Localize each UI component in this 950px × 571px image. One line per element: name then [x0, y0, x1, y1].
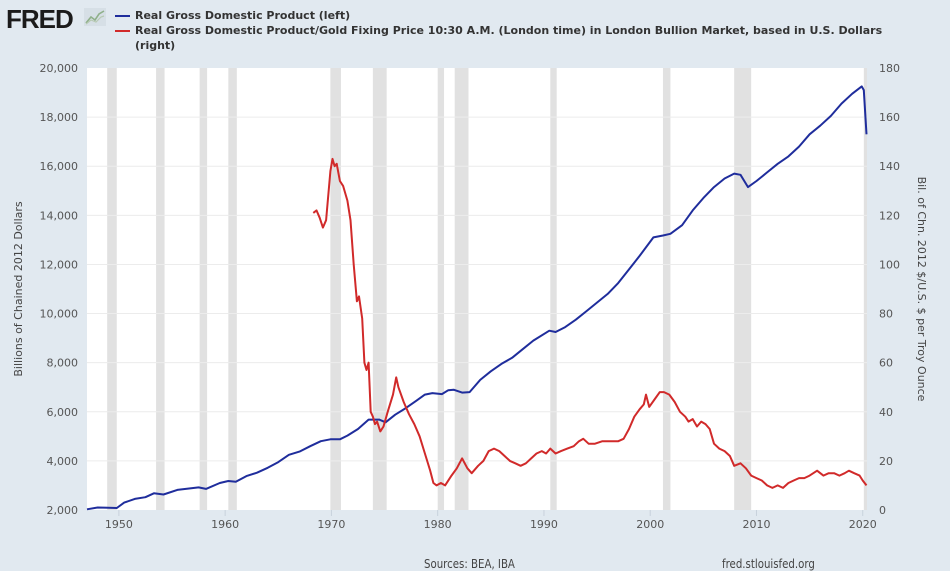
y-tick-label: 12,000	[40, 258, 79, 271]
recession-band	[199, 68, 208, 510]
y2-tick-label: 140	[879, 160, 900, 173]
x-tick-label: 2020	[849, 518, 877, 531]
site-link[interactable]: fred.stlouisfed.org	[722, 557, 815, 571]
y-axis-right-label: Bil. of Chn. 2012 $/U.S. $ per Troy Ounc…	[915, 177, 928, 402]
y-axis-left-label: Billions of Chained 2012 Dollars	[12, 201, 25, 377]
x-axis-ticks: 1950 1960 1970 1980 1990 2000 2010 2020	[105, 510, 877, 531]
fred-logo: FRED	[6, 4, 74, 34]
y-tick-label: 18,000	[40, 111, 79, 124]
x-tick-label: 1950	[105, 518, 133, 531]
y-tick-label: 14,000	[40, 209, 79, 222]
legend-item-gdp-gold[interactable]: Real Gross Domestic Product/Gold Fixing …	[115, 23, 882, 53]
y-axis-right-ticks: 0 20 40 60 80 100 120 140 160 180	[879, 62, 900, 517]
recession-band	[156, 68, 165, 510]
recession-band	[372, 68, 387, 510]
y-tick-label: 8,000	[47, 357, 79, 370]
y2-tick-label: 160	[879, 111, 900, 124]
y-tick-label: 16,000	[40, 160, 79, 173]
y-axis-left-ticks: 2,000 4,000 6,000 8,000 10,000 12,000 14,000 16…	[40, 62, 79, 517]
y-tick-label: 6,000	[47, 406, 79, 419]
x-tick-label: 1990	[530, 518, 558, 531]
legend-label-gdp-gold: Real Gross Domestic Product/Gold Fixing …	[135, 24, 883, 37]
y2-tick-label: 40	[879, 406, 893, 419]
recession-band	[107, 68, 117, 510]
line-chart-icon	[84, 8, 106, 26]
recession-band	[662, 68, 671, 510]
x-tick-label: 2000	[636, 518, 664, 531]
series-lines	[86, 85, 868, 511]
recession-band	[228, 68, 237, 510]
legend-item-gdp[interactable]: Real Gross Domestic Product (left)	[115, 8, 882, 23]
chart-legend: Real Gross Domestic Product (left) Real …	[115, 8, 882, 53]
y-tick-label: 20,000	[40, 62, 79, 75]
recession-band	[863, 68, 867, 510]
recession-band	[550, 68, 557, 510]
y2-tick-label: 20	[879, 455, 893, 468]
legend-label-gdp-gold-cont: (right)	[135, 39, 176, 52]
y-tick-label: 10,000	[40, 308, 79, 321]
x-tick-label: 1960	[211, 518, 239, 531]
legend-swatch-gdp-gold	[115, 30, 130, 32]
gridlines	[87, 116, 867, 462]
x-tick-label: 1970	[317, 518, 345, 531]
legend-swatch-gdp	[115, 15, 130, 17]
recession-band	[734, 68, 752, 510]
y2-tick-label: 120	[879, 209, 900, 222]
y2-tick-label: 80	[879, 308, 893, 321]
y2-tick-label: 0	[879, 504, 886, 517]
x-tick-label: 1980	[424, 518, 452, 531]
recession-bands	[107, 68, 867, 510]
sources-text: Sources: BEA, IBA	[424, 557, 515, 571]
y2-tick-label: 100	[879, 258, 900, 271]
recession-band	[454, 68, 469, 510]
y-tick-label: 2,000	[47, 504, 79, 517]
y-tick-label: 4,000	[47, 455, 79, 468]
series-line-gdp	[86, 85, 868, 511]
y2-tick-label: 180	[879, 62, 900, 75]
y2-tick-label: 60	[879, 357, 893, 370]
legend-label-gdp: Real Gross Domestic Product (left)	[135, 9, 351, 22]
x-tick-label: 2010	[742, 518, 770, 531]
recession-band	[437, 68, 445, 510]
recession-band	[330, 68, 341, 510]
series-line-gdp-gold	[312, 157, 868, 489]
